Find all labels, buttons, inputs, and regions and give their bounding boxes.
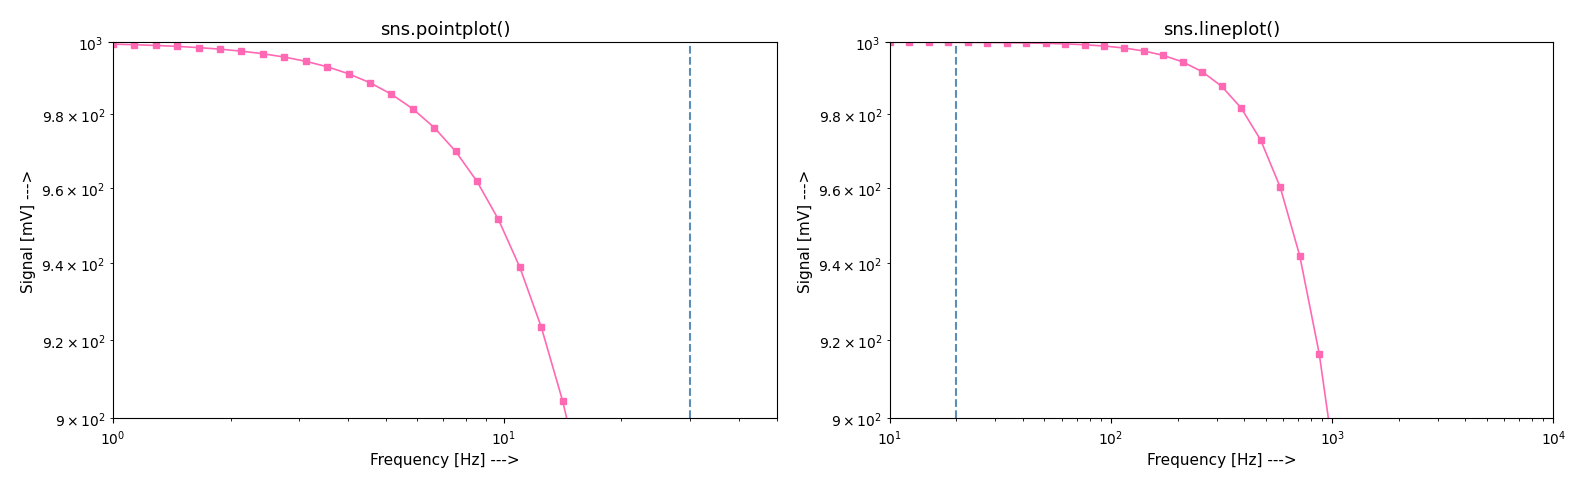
Y-axis label: Signal [mV] --->: Signal [mV] ---> xyxy=(21,169,37,292)
Title: sns.pointplot(): sns.pointplot() xyxy=(379,21,509,39)
X-axis label: Frequency [Hz] --->: Frequency [Hz] ---> xyxy=(1147,452,1297,467)
Y-axis label: Signal [mV] --->: Signal [mV] ---> xyxy=(798,169,813,292)
Title: sns.lineplot(): sns.lineplot() xyxy=(1163,21,1281,39)
X-axis label: Frequency [Hz] --->: Frequency [Hz] ---> xyxy=(370,452,519,467)
